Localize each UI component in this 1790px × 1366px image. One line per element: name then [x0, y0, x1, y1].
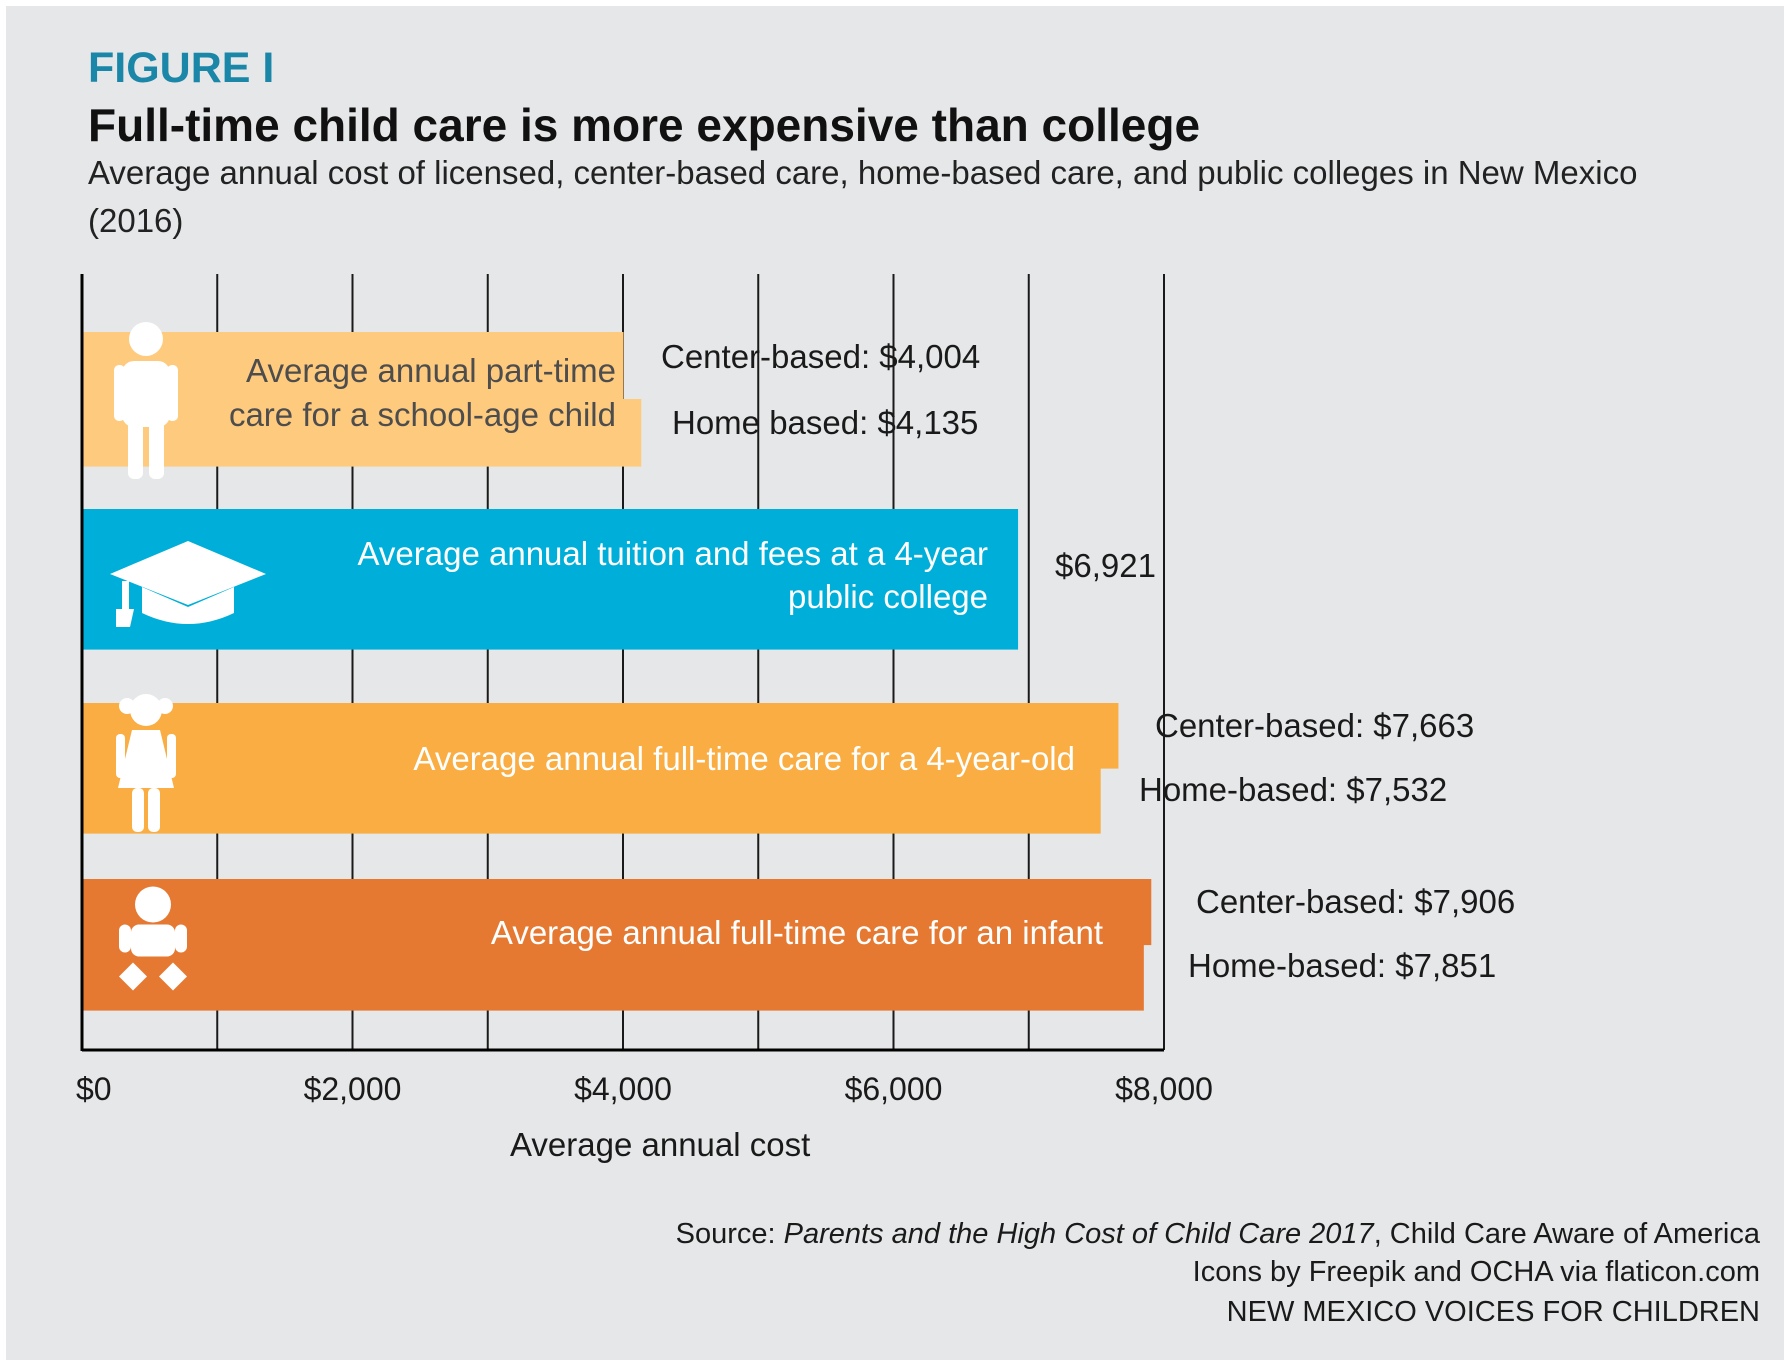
source-citation: Source: Parents and the High Cost of Chi… — [676, 1218, 1760, 1251]
bar-group-school-age: Average annual part-time care for a schoo… — [83, 322, 980, 479]
bar-four-year-old-center-based — [83, 703, 1119, 769]
bar-group-four-year-old: Average annual full-time care for a 4-ye… — [83, 694, 1474, 834]
x-tick-label: $8,000 — [1115, 1071, 1213, 1107]
bar-four-year-old-home-based — [83, 768, 1101, 834]
value-label: Home based: $4,135 — [672, 404, 978, 441]
girl-icon — [116, 694, 176, 832]
bar-label-college: Average annual tuition and fees at a 4-y… — [358, 535, 989, 572]
chart-title: Full-time child care is more expensive t… — [88, 99, 1201, 151]
bar-group-infant: Average annual full-time care for an inf… — [83, 879, 1515, 1011]
value-label: Center-based: $7,906 — [1196, 883, 1515, 920]
bar-chart: Average annual part-time care for a schoo… — [76, 274, 1515, 1107]
source-title: Parents and the High Cost of Child Care … — [783, 1218, 1374, 1250]
value-label: Center-based: $7,663 — [1155, 707, 1474, 744]
value-label: Home-based: $7,851 — [1188, 947, 1496, 984]
source-suffix: , Child Care Aware of America — [1373, 1218, 1760, 1250]
child-icon — [114, 322, 178, 479]
icons-credit: Icons by Freepik and OCHA via flaticon.c… — [1192, 1256, 1760, 1288]
figure-label: FIGURE I — [88, 44, 275, 92]
bar-label-four-year-old: Average annual full-time care for a 4-ye… — [413, 740, 1075, 777]
value-label: $6,921 — [1055, 547, 1156, 584]
x-tick-label: $6,000 — [845, 1071, 943, 1107]
bars: Average annual part-time care for a schoo… — [83, 322, 1515, 1011]
chart-subtitle-year: (2016) — [88, 202, 184, 239]
baby-icon — [119, 886, 187, 991]
chart-subtitle: Average annual cost of licensed, center-… — [88, 154, 1638, 191]
x-tick-label: $0 — [76, 1071, 112, 1107]
bar-label-school-age: care for a school-age child — [229, 396, 616, 433]
figure-frame: FIGURE I Full-time child care is more ex… — [6, 6, 1784, 1360]
x-axis-label: Average annual cost — [510, 1126, 811, 1163]
bar-label-infant: Average annual full-time care for an inf… — [491, 914, 1103, 951]
bar-infant-center-based — [83, 879, 1152, 946]
x-tick-label: $2,000 — [304, 1071, 402, 1107]
graduation-cap-icon — [110, 541, 266, 627]
bar-label-school-age: Average annual part-time — [246, 352, 616, 389]
organization-credit: NEW MEXICO VOICES FOR CHILDREN — [1226, 1296, 1760, 1328]
value-label: Home-based: $7,532 — [1139, 771, 1447, 808]
bar-group-college: Average annual tuition and fees at a 4-y… — [83, 509, 1156, 650]
axes: $0 $2,000 $4,000 $6,000 $8,000 — [76, 274, 1213, 1107]
x-tick-label: $4,000 — [574, 1071, 672, 1107]
value-label: Center-based: $4,004 — [661, 338, 980, 375]
bar-infant-home-based — [83, 944, 1144, 1011]
source-prefix: Source: — [675, 1218, 784, 1250]
bar-label-college: public college — [788, 578, 988, 615]
